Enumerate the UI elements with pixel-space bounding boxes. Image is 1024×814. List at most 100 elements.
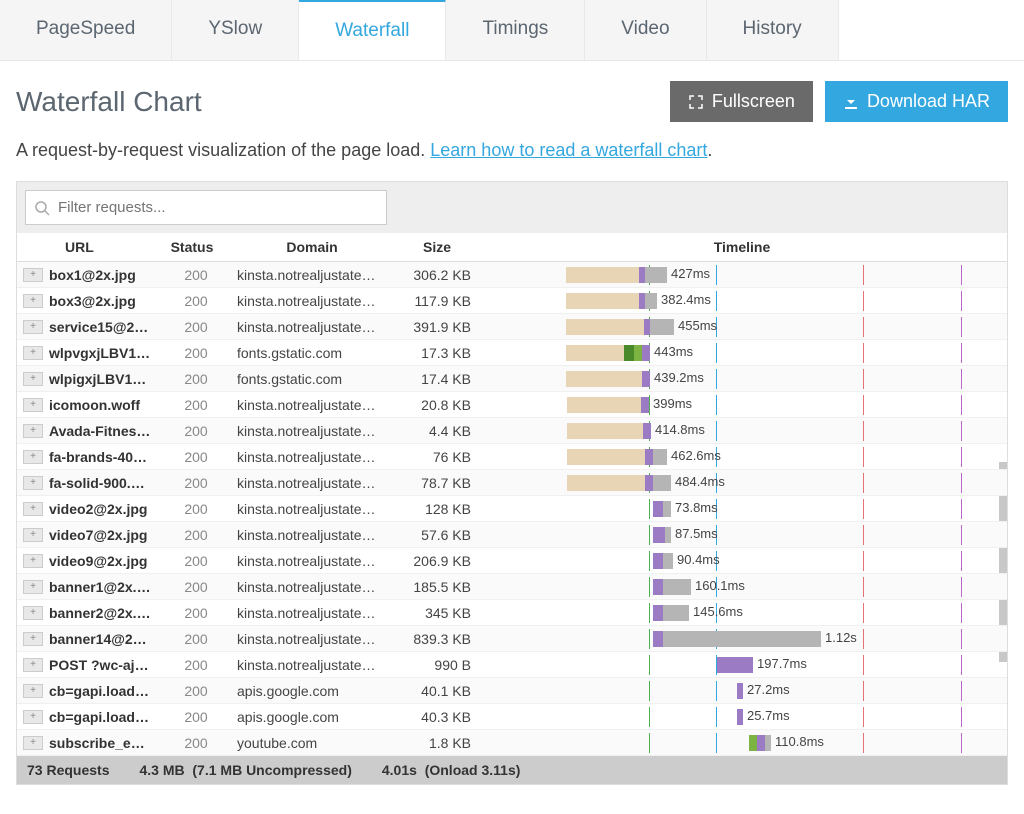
table-row[interactable]: +banner2@2x.…200kinsta.notrealjustate…34… [17, 600, 1007, 626]
status-cell: 200 [161, 319, 231, 335]
expand-icon[interactable]: + [23, 606, 43, 620]
size-cell: 4.4 KB [401, 423, 481, 439]
timeline-cell: 1.12s [481, 629, 1007, 649]
expand-icon[interactable]: + [23, 268, 43, 282]
timeline-cell: 73.8ms [481, 499, 1007, 519]
expand-icon[interactable]: + [23, 502, 43, 516]
expand-icon[interactable]: + [23, 684, 43, 698]
table-row[interactable]: +video9@2x.jpg200kinsta.notrealjustate…2… [17, 548, 1007, 574]
timeline-cell: 197.7ms [481, 655, 1007, 675]
size-cell: 78.7 KB [401, 475, 481, 491]
timeline-marker [863, 525, 864, 545]
expand-icon[interactable]: + [23, 294, 43, 308]
table-row[interactable]: +cb=gapi.load…200apis.google.com40.3 KB2… [17, 704, 1007, 730]
expand-icon[interactable]: + [23, 632, 43, 646]
download-button[interactable]: Download HAR [825, 81, 1008, 122]
url-cell: cb=gapi.load… [43, 709, 161, 725]
col-timeline[interactable]: Timeline [477, 239, 1007, 255]
status-cell: 200 [161, 345, 231, 361]
expand-icon[interactable]: + [23, 736, 43, 750]
size-cell: 17.4 KB [401, 371, 481, 387]
expand-icon[interactable]: + [23, 346, 43, 360]
table-row[interactable]: +box1@2x.jpg200kinsta.notrealjustate…306… [17, 262, 1007, 288]
timing-bar [765, 735, 771, 751]
table-row[interactable]: +fa-solid-900.…200kinsta.notrealjustate…… [17, 470, 1007, 496]
col-size[interactable]: Size [397, 239, 477, 255]
table-row[interactable]: +service15@2…200kinsta.notrealjustate…39… [17, 314, 1007, 340]
size-cell: 76 KB [401, 449, 481, 465]
timing-bar [653, 527, 665, 543]
timeline-cell: 484.4ms [481, 473, 1007, 493]
status-cell: 200 [161, 553, 231, 569]
expand-icon[interactable]: + [23, 658, 43, 672]
timing-bar [642, 371, 650, 387]
col-url[interactable]: URL [17, 239, 157, 255]
size-cell: 206.9 KB [401, 553, 481, 569]
table-row[interactable]: +wlpvgxjLBV1…200fonts.gstatic.com17.3 KB… [17, 340, 1007, 366]
table-row[interactable]: +video2@2x.jpg200kinsta.notrealjustate…1… [17, 496, 1007, 522]
expand-icon[interactable]: + [23, 372, 43, 386]
col-status[interactable]: Status [157, 239, 227, 255]
timeline-marker [649, 733, 650, 753]
timeline-cell: 399ms [481, 395, 1007, 415]
url-cell: Avada-Fitnes… [43, 423, 161, 439]
timing-bar [566, 267, 639, 283]
filter-input[interactable] [26, 191, 386, 224]
tab-history[interactable]: History [707, 0, 839, 60]
timing-label: 27.2ms [747, 682, 790, 697]
expand-icon[interactable]: + [23, 554, 43, 568]
table-row[interactable]: +POST ?wc-aj…200kinsta.notrealjustate…99… [17, 652, 1007, 678]
timing-bar [566, 345, 624, 361]
tab-timings[interactable]: Timings [446, 0, 585, 60]
url-cell: cb=gapi.load… [43, 683, 161, 699]
expand-icon[interactable]: + [23, 528, 43, 542]
timeline-cell: 414.8ms [481, 421, 1007, 441]
header: Waterfall Chart Fullscreen Download HAR [0, 61, 1024, 132]
timing-label: 160.1ms [695, 578, 745, 593]
fullscreen-button[interactable]: Fullscreen [670, 81, 813, 122]
expand-icon[interactable]: + [23, 450, 43, 464]
table-row[interactable]: +icomoon.woff200kinsta.notrealjustate…20… [17, 392, 1007, 418]
domain-cell: apis.google.com [231, 683, 401, 699]
table-row[interactable]: +subscribe_e…200youtube.com1.8 KB110.8ms [17, 730, 1007, 756]
url-cell: video9@2x.jpg [43, 553, 161, 569]
timing-bar [645, 449, 653, 465]
timing-label: 462.6ms [671, 448, 721, 463]
expand-icon[interactable]: + [23, 320, 43, 334]
expand-icon[interactable]: + [23, 710, 43, 724]
status-cell: 200 [161, 579, 231, 595]
timeline-marker [863, 395, 864, 415]
timeline-cell: 145.6ms [481, 603, 1007, 623]
timing-bar [653, 631, 663, 647]
table-row[interactable]: +cb=gapi.load…200apis.google.com40.1 KB2… [17, 678, 1007, 704]
tab-yslow[interactable]: YSlow [172, 0, 299, 60]
domain-cell: kinsta.notrealjustate… [231, 501, 401, 517]
expand-icon[interactable]: + [23, 580, 43, 594]
table-row[interactable]: +banner14@2…200kinsta.notrealjustate…839… [17, 626, 1007, 652]
status-cell: 200 [161, 683, 231, 699]
domain-cell: kinsta.notrealjustate… [231, 657, 401, 673]
table-row[interactable]: +wlpigxjLBV1…200fonts.gstatic.com17.4 KB… [17, 366, 1007, 392]
status-cell: 200 [161, 657, 231, 673]
tab-video[interactable]: Video [585, 0, 706, 60]
tab-pagespeed[interactable]: PageSpeed [0, 0, 172, 60]
timeline-marker [649, 551, 650, 571]
status-cell: 200 [161, 475, 231, 491]
table-row[interactable]: +box3@2x.jpg200kinsta.notrealjustate…117… [17, 288, 1007, 314]
timing-bar [663, 579, 691, 595]
expand-icon[interactable]: + [23, 398, 43, 412]
learn-link[interactable]: Learn how to read a waterfall chart [430, 140, 707, 160]
expand-icon[interactable]: + [23, 424, 43, 438]
timeline-marker [961, 577, 962, 597]
col-domain[interactable]: Domain [227, 239, 397, 255]
timeline-marker [649, 395, 650, 415]
size-cell: 1.8 KB [401, 735, 481, 751]
table-row[interactable]: +banner1@2x.…200kinsta.notrealjustate…18… [17, 574, 1007, 600]
timeline-marker [716, 707, 717, 727]
table-row[interactable]: +fa-brands-40…200kinsta.notrealjustate…7… [17, 444, 1007, 470]
expand-icon[interactable]: + [23, 476, 43, 490]
tab-waterfall[interactable]: Waterfall [299, 0, 446, 60]
table-row[interactable]: +video7@2x.jpg200kinsta.notrealjustate…5… [17, 522, 1007, 548]
url-cell: service15@2… [43, 319, 161, 335]
table-row[interactable]: +Avada-Fitnes…200kinsta.notrealjustate…4… [17, 418, 1007, 444]
